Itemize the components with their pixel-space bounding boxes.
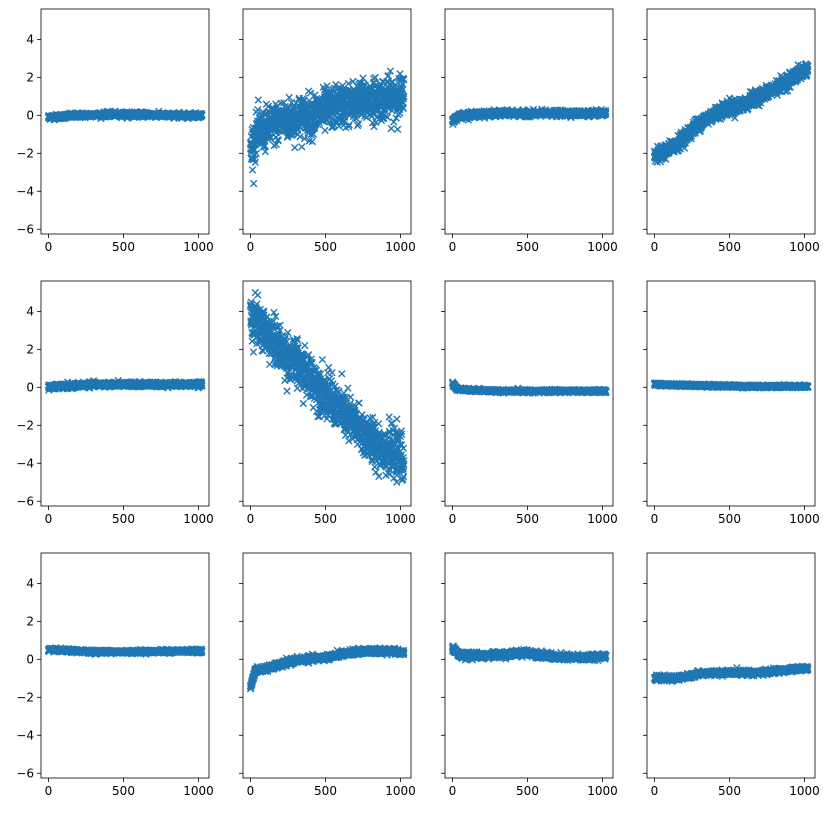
data-point	[662, 155, 670, 163]
series-points	[448, 105, 610, 128]
data-point	[387, 124, 395, 133]
series-points	[650, 60, 812, 166]
x-tick-label: 0	[45, 240, 53, 254]
x-tick-label: 0	[449, 240, 457, 254]
y-tick-label: 2	[26, 70, 34, 84]
data-point	[254, 96, 262, 104]
data-point	[602, 109, 610, 117]
subplot-r0-c1: 0 500 1000	[239, 8, 416, 254]
data-point	[383, 113, 392, 122]
data-point	[804, 62, 812, 71]
x-tick-label: 1000	[587, 240, 618, 254]
data-point	[291, 143, 299, 152]
x-tick-label: 500	[718, 240, 741, 254]
data-point	[400, 92, 408, 101]
data-point	[308, 137, 316, 146]
data-point	[602, 107, 610, 115]
data-point	[332, 80, 340, 89]
data-point	[252, 149, 261, 158]
data-point	[386, 67, 394, 75]
data-point	[731, 114, 739, 122]
data-point	[285, 93, 293, 102]
data-point	[384, 71, 393, 80]
data-point	[261, 147, 270, 156]
y-tick-label: −4	[16, 184, 34, 198]
subplot-r0-c2: 0 500 1000	[441, 8, 618, 254]
data-point	[306, 89, 315, 97]
data-point	[296, 132, 304, 141]
data-point	[392, 114, 400, 122]
data-point	[371, 73, 379, 82]
data-point	[309, 130, 318, 138]
data-point	[254, 106, 262, 114]
series-points	[44, 107, 206, 124]
data-point	[345, 121, 353, 129]
axes-frame	[242, 8, 412, 235]
data-point	[344, 122, 353, 131]
x-tick-label: 1000	[385, 240, 416, 254]
data-point	[388, 107, 396, 115]
y-tick-label: −6	[16, 222, 34, 236]
axes-frame	[40, 8, 210, 235]
data-point	[396, 70, 404, 78]
x-tick-label: 0	[651, 240, 659, 254]
series-points	[246, 67, 408, 188]
subplot-r0-c3: 0 500 1000	[643, 8, 820, 254]
data-point	[298, 143, 306, 151]
data-point	[387, 78, 396, 86]
data-point	[400, 75, 408, 84]
data-point	[399, 85, 407, 94]
data-point	[390, 118, 398, 126]
data-point	[321, 126, 329, 135]
data-point	[399, 95, 408, 103]
x-tick-label: 0	[247, 240, 255, 254]
data-point	[300, 134, 309, 143]
data-point	[266, 133, 275, 141]
x-tick-label: 500	[112, 240, 135, 254]
data-point	[249, 179, 258, 188]
y-tick-label: 4	[26, 32, 34, 46]
axes-frame	[444, 8, 614, 235]
x-tick-label: 500	[314, 240, 337, 254]
y-tick-label: −2	[16, 146, 34, 160]
data-point	[344, 79, 353, 88]
data-point	[396, 109, 404, 117]
data-point	[687, 135, 695, 143]
data-point	[274, 137, 282, 145]
data-point	[399, 104, 408, 113]
axes-frame	[646, 8, 816, 235]
x-tick-label: 1000	[789, 240, 820, 254]
y-tick-label: 0	[26, 108, 34, 122]
data-point	[251, 158, 259, 167]
data-point	[260, 141, 269, 150]
series-points	[44, 376, 206, 394]
data-point	[393, 125, 402, 133]
data-point	[354, 120, 363, 128]
data-point	[359, 74, 367, 82]
data-point	[311, 121, 320, 129]
data-point	[248, 166, 257, 174]
data-point	[198, 112, 206, 120]
data-point	[323, 82, 331, 90]
data-point	[370, 122, 378, 131]
x-tick-label: 1000	[183, 240, 214, 254]
subplot-r0-c0: 0 500 1000 4 2 0 −2 −4 −6	[16, 8, 214, 254]
x-tick-label: 500	[516, 240, 539, 254]
